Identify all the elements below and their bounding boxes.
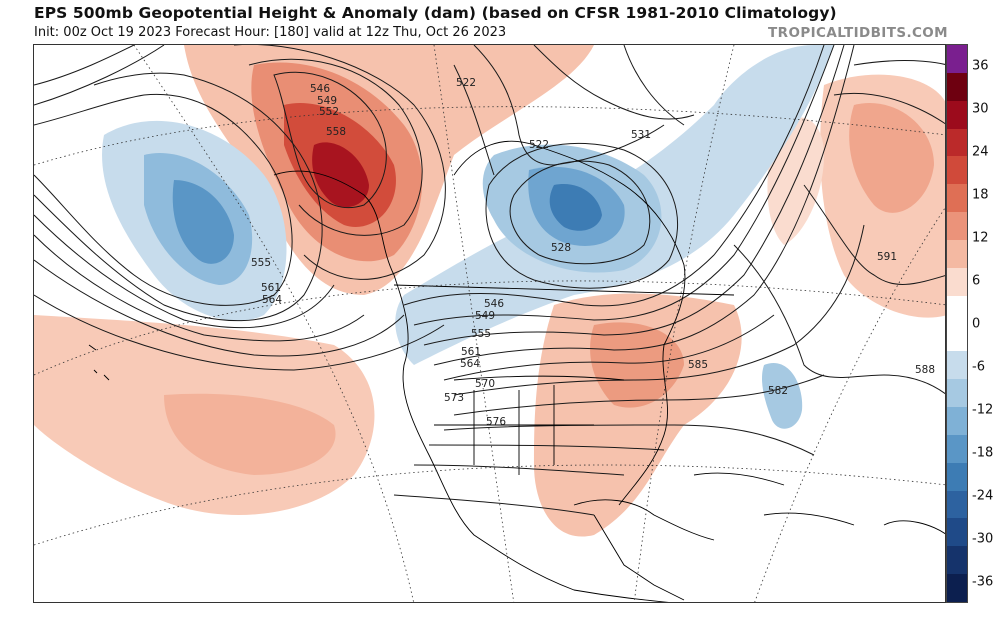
colorbar-band [947, 295, 967, 324]
contour-label: 549 [317, 95, 337, 107]
colorbar-tick-label: 36 [972, 58, 989, 74]
contour-label: 582 [768, 385, 788, 397]
colorbar-band [947, 462, 967, 492]
contour-label: 546 [310, 83, 330, 95]
colorbar-band [947, 156, 967, 185]
contour-label: 561 [461, 346, 481, 358]
contour-labels: 546 549 552 558 522 522 531 528 555 561 … [251, 77, 935, 428]
contour-label: 591 [877, 251, 897, 263]
colorbar-band [947, 490, 967, 519]
map-panel: 546 549 552 558 522 522 531 528 555 561 … [33, 44, 946, 603]
contour-label: 531 [631, 129, 651, 141]
colorbar-band [947, 574, 967, 603]
colorbar-tick-label: -30 [972, 531, 994, 547]
contour-label: 570 [475, 378, 495, 390]
contour-label: 564 [262, 294, 282, 306]
negative-anomaly-shading [102, 45, 834, 429]
colorbar-band [947, 100, 967, 130]
colorbar-tick-label: 6 [972, 273, 981, 289]
colorbar-band [947, 379, 967, 408]
contour-label: 546 [484, 298, 504, 310]
colorbar-band [947, 546, 967, 575]
colorbar-band [947, 212, 967, 241]
contour-label: 522 [456, 77, 476, 89]
colorbar-tick-label: 18 [972, 187, 989, 203]
chart-title: EPS 500mb Geopotential Height & Anomaly … [34, 4, 837, 22]
colorbar-band [947, 323, 967, 352]
colorbar-band [947, 351, 967, 380]
colorbar [946, 44, 968, 603]
contour-label: 555 [251, 257, 271, 269]
contour-label: 528 [551, 242, 571, 254]
colorbar-band [947, 45, 967, 74]
coastlines-and-borders [88, 140, 945, 602]
height-contours [34, 45, 945, 516]
contour-label: 549 [475, 310, 495, 322]
colorbar-band [947, 267, 967, 297]
colorbar-tick-label: 12 [972, 230, 989, 246]
colorbar-tick-label: -36 [972, 574, 994, 590]
colorbar-band [947, 184, 967, 213]
colorbar-band [947, 72, 967, 102]
colorbar-band [947, 407, 967, 436]
colorbar-band [947, 518, 967, 547]
contour-label: 576 [486, 416, 506, 428]
contour-label: 555 [471, 328, 491, 340]
positive-anomaly-shading [34, 45, 945, 537]
contour-label: 585 [688, 359, 708, 371]
colorbar-tick-label: -6 [972, 359, 985, 375]
brand-watermark: TROPICALTIDBITS.COM [768, 25, 948, 41]
chart-subtitle: Init: 00z Oct 19 2023 Forecast Hour: [18… [34, 25, 507, 40]
colorbar-band [947, 128, 967, 157]
contour-label: 564 [460, 358, 480, 370]
contour-label: 573 [444, 392, 464, 404]
map-canvas: 546 549 552 558 522 522 531 528 555 561 … [34, 45, 945, 602]
colorbar-tick-label: 0 [972, 316, 981, 332]
colorbar-tick-label: 30 [972, 101, 989, 117]
colorbar-tick-label: -12 [972, 402, 994, 418]
colorbar-tick-label: -18 [972, 445, 994, 461]
contour-label: 558 [326, 126, 346, 138]
contour-label: 522 [529, 139, 549, 151]
contour-label: 552 [319, 106, 339, 118]
contour-label: 588 [915, 364, 935, 376]
contour-label: 561 [261, 282, 281, 294]
colorbar-band [947, 434, 967, 464]
colorbar-tick-label: -24 [972, 488, 994, 504]
colorbar-tick-label: 24 [972, 144, 989, 160]
lat-lon-grid [34, 45, 945, 602]
colorbar-band [947, 239, 967, 269]
